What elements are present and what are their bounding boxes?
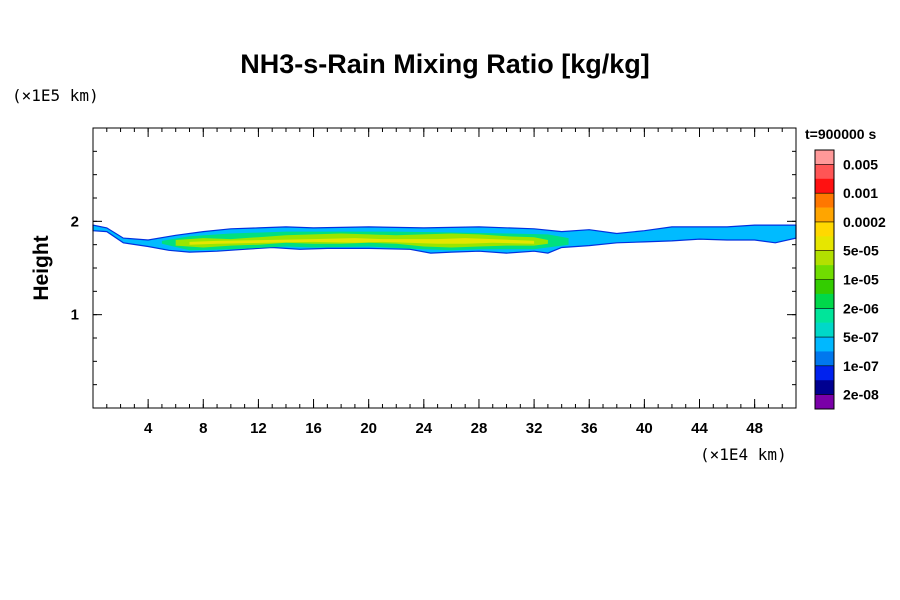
legend-swatch	[815, 394, 834, 410]
legend-label: 1e-07	[843, 358, 879, 374]
legend-time-label: t=900000 s	[805, 126, 876, 142]
legend-label: 5e-05	[843, 243, 879, 259]
y-tick-label: 1	[71, 307, 79, 324]
legend-swatch	[815, 365, 834, 381]
x-tick-label: 12	[250, 420, 267, 437]
x-tick-label: 28	[471, 420, 488, 437]
legend-swatch	[815, 308, 834, 323]
x-tick-label: 4	[144, 420, 153, 437]
legend-swatch	[815, 207, 834, 223]
legend-label: 0.0002	[843, 214, 886, 230]
x-tick-label: 20	[360, 420, 377, 437]
legend-swatch	[815, 221, 834, 237]
x-tick-label: 44	[691, 420, 708, 437]
legend-swatch	[815, 178, 834, 194]
x-tick-label: 8	[199, 420, 207, 437]
field-layer-core	[189, 238, 535, 245]
mixing-ratio-field	[92, 224, 797, 254]
legend-swatch	[815, 380, 834, 395]
legend-swatch	[815, 322, 834, 338]
x-tick-label: 32	[526, 420, 543, 437]
legend-swatch	[815, 164, 834, 180]
legend-swatch	[815, 337, 834, 352]
legend-label: 0.001	[843, 185, 878, 201]
plot-frame	[92, 127, 797, 409]
x-tick-label: 24	[415, 420, 432, 437]
legend-swatch	[815, 279, 834, 295]
x-tick-label: 48	[746, 420, 763, 437]
legend-label: 1e-05	[843, 272, 879, 288]
legend-label: 2e-08	[843, 387, 879, 403]
legend-swatch	[815, 193, 834, 208]
x-tick-label: 40	[636, 420, 653, 437]
legend-label: 0.005	[843, 156, 878, 172]
color-legend: 0.005 0.001 0.0002 5e-05 1e-05 2e-06 5e-07 1e-0…	[814, 149, 886, 410]
x-axis-unit: (×1E4 km)	[700, 445, 787, 464]
chart-title: NH3-s-Rain Mixing Ratio [kg/kg]	[240, 49, 650, 79]
x-tick-label: 16	[305, 420, 322, 437]
y-axis-unit: (×1E5 km)	[12, 86, 99, 105]
legend-label: 2e-06	[843, 300, 879, 316]
legend-swatch	[815, 150, 834, 165]
legend-swatch	[815, 265, 834, 280]
legend-swatch	[815, 293, 834, 309]
x-tick-label: 36	[581, 420, 598, 437]
legend-swatch	[815, 236, 834, 252]
y-tick-label: 2	[71, 213, 79, 230]
legend-label: 5e-07	[843, 329, 879, 345]
legend-swatch	[815, 351, 834, 367]
legend-swatch	[815, 250, 834, 266]
y-axis-label: Height	[30, 235, 53, 300]
